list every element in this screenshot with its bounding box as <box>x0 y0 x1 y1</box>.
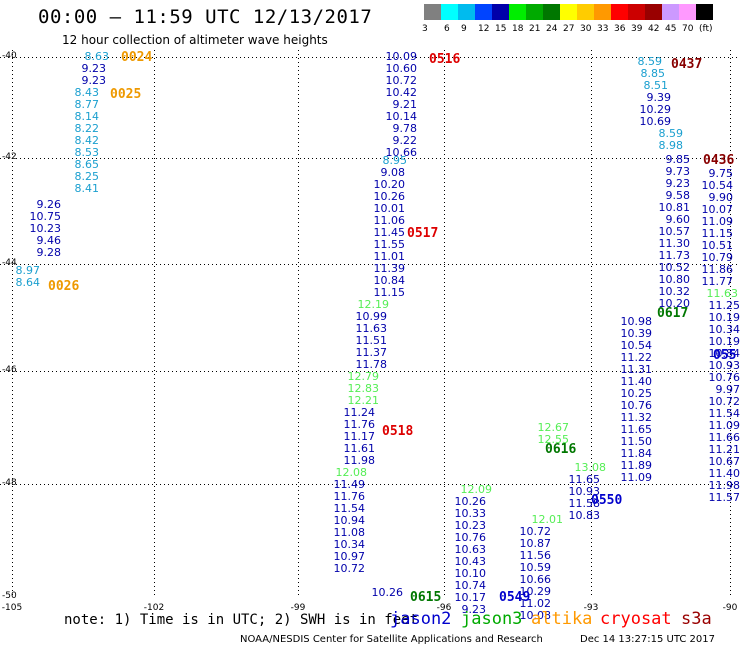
scale-label-4: 15 <box>495 24 507 34</box>
scale-swatch-2 <box>458 4 475 20</box>
lon-label-93: -93 <box>583 603 599 613</box>
lat-label-42: -42 <box>2 152 17 162</box>
scale-label-1: 6 <box>444 24 450 34</box>
scale-swatch-9 <box>577 4 594 20</box>
scale-swatch-4 <box>492 4 509 20</box>
scale-label-12: 39 <box>631 24 643 34</box>
legend-altika: altika <box>531 609 593 629</box>
scale-label-14: 45 <box>665 24 677 34</box>
lat-label-48: -48 <box>2 478 17 488</box>
map-subtitle: 12 hour collection of altimeter wave hei… <box>62 33 328 47</box>
scale-swatch-6 <box>526 4 543 20</box>
lon-label-105: -105 <box>1 603 23 613</box>
scale-label-8: 27 <box>563 24 575 34</box>
scale-label-6: 21 <box>529 24 541 34</box>
scale-swatch-15 <box>679 4 696 20</box>
lat-label-46: -46 <box>2 365 17 375</box>
scale-swatch-7 <box>543 4 560 20</box>
footer-timestamp: Dec 14 13:27:15 UTC 2017 <box>580 634 715 645</box>
scale-swatch-16 <box>696 4 713 20</box>
legend-jason2: jason2 <box>390 609 452 629</box>
scale-label-16: (ft) <box>699 24 713 34</box>
scale-label-15: 70 <box>682 24 694 34</box>
lat-label-50: -50 <box>2 591 17 601</box>
legend-cryosat: cryosat <box>600 609 672 629</box>
scale-swatch-12 <box>628 4 645 20</box>
scale-swatch-0 <box>424 4 441 20</box>
scale-label-13: 42 <box>648 24 660 34</box>
lon-label-96: -96 <box>436 603 452 613</box>
scale-label-10: 33 <box>597 24 609 34</box>
legend-jason3: jason3 <box>461 609 523 629</box>
scale-swatch-8 <box>560 4 577 20</box>
lat-label-40: -40 <box>2 51 17 61</box>
scale-label-2: 9 <box>461 24 467 34</box>
scale-label-0: 3 <box>422 24 428 34</box>
scale-label-3: 12 <box>478 24 490 34</box>
scale-swatch-5 <box>509 4 526 20</box>
lon-label-99: -99 <box>290 603 306 613</box>
units-note: note: 1) Time is in UTC; 2) SWH is in fe… <box>64 612 419 628</box>
scale-label-5: 18 <box>512 24 524 34</box>
scale-label-7: 24 <box>546 24 558 34</box>
scale-swatch-10 <box>594 4 611 20</box>
lat-label-44: -44 <box>2 258 17 268</box>
legend-s3a: s3a <box>681 609 712 629</box>
scale-label-11: 36 <box>614 24 626 34</box>
scale-swatch-1 <box>441 4 458 20</box>
lon-label-90: -90 <box>722 603 738 613</box>
scale-swatch-14 <box>662 4 679 20</box>
footer-credit: NOAA/NESDIS Center for Satellite Applica… <box>240 634 543 645</box>
map-title: 00:00 – 11:59 UTC 12/13/2017 <box>38 6 373 28</box>
scale-swatch-11 <box>611 4 628 20</box>
scale-label-9: 30 <box>580 24 592 34</box>
scale-swatch-3 <box>475 4 492 20</box>
lon-label-102: -102 <box>143 603 165 613</box>
scale-swatch-13 <box>645 4 662 20</box>
